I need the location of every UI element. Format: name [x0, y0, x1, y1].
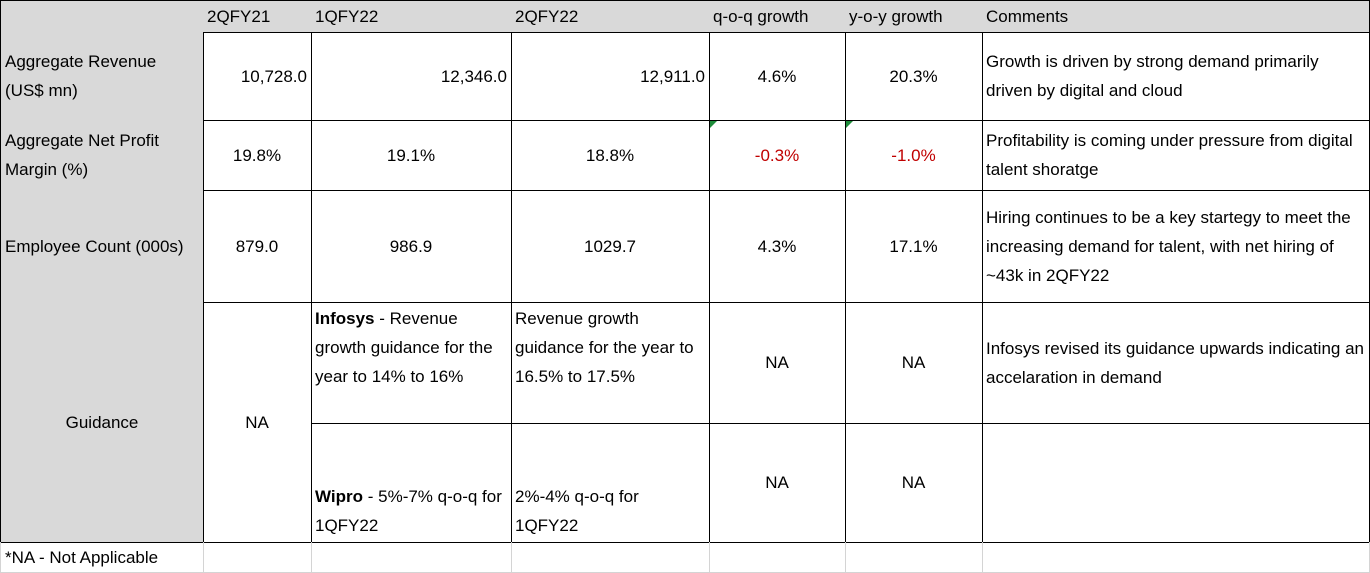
value: 4.3% — [757, 236, 797, 256]
column-header: q-o-q growth — [713, 7, 809, 26]
value-cell: -0.3% — [709, 120, 846, 191]
value-cell: 879.0 — [203, 190, 312, 303]
guidance-text-cell: Wipro - 5%-7% q-o-q for 1QFY22 — [311, 423, 512, 543]
text-span: - Revenue growth guidance for the year t… — [315, 309, 493, 386]
column-header: Comments — [986, 7, 1069, 26]
guidance-text: Infosys - Revenue growth guidance for th… — [315, 304, 507, 391]
comment-cell: Infosys revised its guidance upwards ind… — [982, 302, 1370, 424]
comment-flag — [710, 121, 717, 128]
value-cell: -1.0% — [845, 120, 983, 191]
column-header: 2QFY22 — [515, 7, 579, 26]
comment-cell: Profitability is coming under pressure f… — [982, 120, 1370, 191]
value-cell: 18.8% — [511, 120, 710, 191]
value: NA — [901, 473, 926, 492]
value-cell: 986.9 — [311, 190, 512, 303]
row-label: Guidance — [65, 412, 139, 432]
value-cell: 19.8% — [203, 120, 312, 191]
column-header-cell: y-o-y growth — [845, 0, 983, 33]
column-header-cell: q-o-q growth — [709, 0, 846, 33]
column-header: 1QFY22 — [315, 7, 379, 26]
company-name: Wipro — [315, 487, 364, 506]
text-span: - 5%-7% q-o-q for 1QFY22 — [315, 487, 502, 535]
value: NA — [765, 473, 789, 492]
row-label-cell: Employee Count (000s) — [0, 190, 204, 303]
value: 4.6% — [757, 66, 797, 86]
value: 879.0 — [235, 236, 279, 256]
value: 12,911.0 — [640, 66, 705, 86]
value: NA — [765, 353, 789, 372]
value-cell: 17.1% — [845, 190, 983, 303]
value: NA — [245, 412, 269, 432]
empty-cell — [311, 542, 512, 573]
value-cell: NA — [709, 302, 846, 424]
value: 20.3% — [889, 66, 938, 86]
value: 12,346.0 — [440, 66, 507, 86]
row-label-cell: Aggregate Revenue (US$ mn) — [0, 32, 204, 121]
comment: Growth is driven by strong demand primar… — [986, 52, 1319, 100]
value: 19.8% — [232, 145, 282, 165]
guidance-current-cell: Revenue growth guidance for the year to … — [511, 302, 710, 424]
value: -0.3% — [754, 145, 800, 165]
value-cell: NA — [709, 423, 846, 543]
empty-cell — [511, 542, 710, 573]
comment-flag — [846, 121, 853, 128]
value-cell: 4.3% — [709, 190, 846, 303]
comment-cell: Growth is driven by strong demand primar… — [982, 32, 1370, 121]
value: 19.1% — [386, 145, 436, 165]
row-label: Employee Count (000s) — [5, 236, 184, 256]
column-header: 2QFY21 — [207, 7, 271, 26]
guidance-current: Revenue growth guidance for the year to … — [515, 309, 694, 386]
value-cell: NA — [845, 302, 983, 424]
company-name: Infosys — [315, 309, 375, 328]
value: 1029.7 — [584, 236, 636, 256]
empty-cell — [203, 542, 312, 573]
column-header-cell: Comments — [982, 0, 1370, 33]
value: NA — [901, 353, 926, 372]
comment: Profitability is coming under pressure f… — [986, 131, 1353, 179]
header-blank-cell — [0, 0, 204, 33]
row-label-cell: Guidance — [0, 302, 204, 543]
empty-cell — [845, 542, 983, 573]
value-cell: 12,911.0 — [511, 32, 710, 121]
value-cell: 20.3% — [845, 32, 983, 121]
comment: Infosys revised its guidance upwards ind… — [986, 338, 1364, 387]
value-cell: 4.6% — [709, 32, 846, 121]
value: 17.1% — [889, 236, 938, 256]
guidance-current: 2%-4% q-o-q for 1QFY22 — [515, 487, 639, 535]
row-label: Aggregate Net Profit Margin (%) — [5, 131, 160, 179]
footnote-cell: *NA - Not Applicable — [0, 542, 204, 573]
row-label-cell: Aggregate Net Profit Margin (%) — [0, 120, 204, 191]
value-cell: 1029.7 — [511, 190, 710, 303]
column-header-cell: 1QFY22 — [311, 0, 512, 33]
guidance-text: Wipro - 5%-7% q-o-q for 1QFY22 — [315, 482, 507, 540]
empty-cell — [709, 542, 846, 573]
value: 986.9 — [389, 236, 433, 256]
footnote: *NA - Not Applicable — [5, 547, 159, 567]
comment-cell: Hiring continues to be a key startegy to… — [982, 190, 1370, 303]
value: -1.0% — [891, 145, 936, 165]
comment-cell — [982, 423, 1370, 543]
value-cell: 10,728.0 — [203, 32, 312, 121]
column-header-cell: 2QFY22 — [511, 0, 710, 33]
value: 18.8% — [585, 145, 635, 165]
guidance-current-cell: 2%-4% q-o-q for 1QFY22 — [511, 423, 710, 543]
value: 10,728.0 — [240, 66, 307, 86]
value-cell: 12,346.0 — [311, 32, 512, 121]
value-cell: NA — [845, 423, 983, 543]
guidance-text-cell: Infosys - Revenue growth guidance for th… — [311, 302, 512, 424]
value-cell: 19.1% — [311, 120, 512, 191]
comment: Hiring continues to be a key startegy to… — [986, 207, 1351, 285]
column-header-cell: 2QFY21 — [203, 0, 312, 33]
row-label: Aggregate Revenue (US$ mn) — [5, 52, 157, 100]
column-header: y-o-y growth — [849, 7, 943, 26]
empty-cell — [982, 542, 1370, 573]
value-cell: NA — [203, 302, 312, 543]
